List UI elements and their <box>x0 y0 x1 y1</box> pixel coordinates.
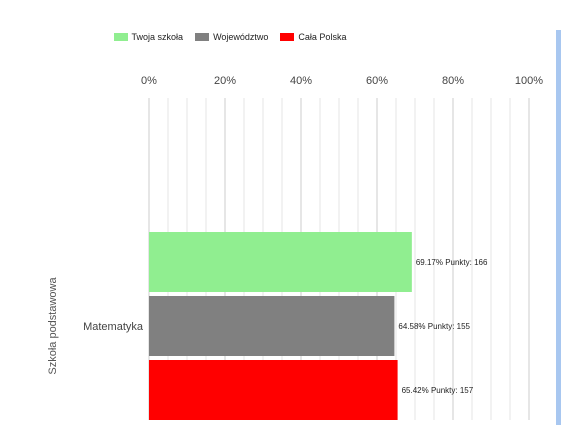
x-tick-label: 100% <box>515 75 543 87</box>
legend-label: Twoja szkoła <box>131 32 184 42</box>
data-label: 69.17% Punkty: 166 <box>416 258 488 267</box>
x-tick-label: 80% <box>442 75 464 87</box>
legend-item: Województwo <box>195 32 268 42</box>
x-tick-label: 20% <box>214 75 236 87</box>
x-tick-label: 60% <box>366 75 388 87</box>
bar-2 <box>149 360 398 420</box>
bar-1 <box>149 296 395 356</box>
category-label: Matematyka <box>83 321 144 333</box>
data-label: 65.42% Punkty: 157 <box>402 386 474 395</box>
x-tick-label: 0% <box>141 75 157 87</box>
x-tick-label: 40% <box>290 75 312 87</box>
bar-0 <box>149 232 412 292</box>
data-label: 64.58% Punkty: 155 <box>398 322 470 331</box>
legend-item: Cała Polska <box>280 32 346 42</box>
group-axis-label: Szkoła podstawowa <box>47 277 59 375</box>
legend-swatch <box>113 33 128 41</box>
legend: Twoja szkoła Województwo Cała Polska <box>0 32 460 42</box>
scrollbar[interactable] <box>556 30 561 425</box>
legend-swatch <box>280 33 295 41</box>
legend-item: Twoja szkoła <box>113 32 184 42</box>
legend-label: Cała Polska <box>298 32 347 42</box>
legend-label: Województwo <box>213 32 269 42</box>
legend-swatch <box>195 33 210 41</box>
